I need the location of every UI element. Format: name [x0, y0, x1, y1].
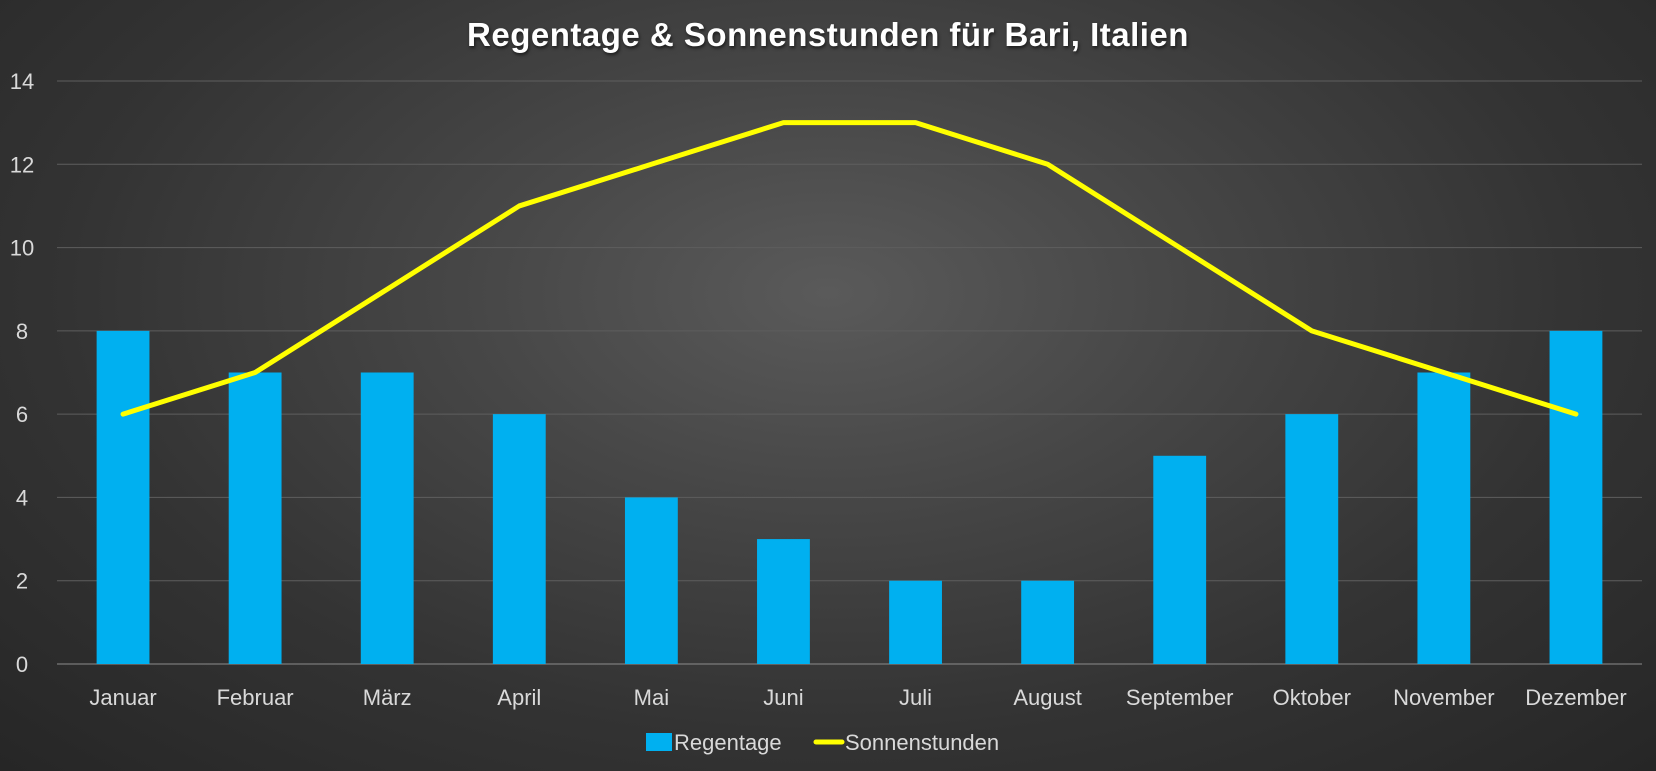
grid-lines: [57, 80, 1642, 665]
bar-regentage: [228, 372, 282, 664]
y-axis: 0 2 4 6 8 10 12 14: [10, 69, 34, 677]
bar-regentage: [757, 539, 810, 664]
bar-regentage: [360, 372, 414, 664]
y-tick-label: 8: [16, 319, 28, 344]
x-tick-label: Juni: [763, 685, 803, 710]
bar-regentage: [1549, 330, 1603, 664]
line-series: [120, 120, 1579, 417]
bar-regentage: [1285, 414, 1339, 664]
x-tick-label: August: [1013, 685, 1082, 710]
bar-regentage: [1153, 455, 1207, 664]
x-axis: Januar Februar März April Mai Juni Juli August S…: [89, 685, 1626, 710]
bar-regentage: [624, 497, 678, 664]
bar-regentage: [96, 330, 150, 664]
y-tick-label: 4: [16, 485, 28, 510]
x-tick-label: Januar: [89, 685, 156, 710]
y-tick-label: 12: [10, 152, 34, 177]
bar-regentage: [889, 580, 942, 664]
legend: Regentage Sonnenstunden: [646, 730, 999, 755]
line-sonnenstunden: [120, 120, 1579, 417]
y-tick-label: 6: [16, 402, 28, 427]
x-tick-label: Dezember: [1525, 685, 1626, 710]
x-tick-label: Juli: [899, 685, 932, 710]
bar-regentage: [1417, 372, 1471, 664]
y-tick-label: 0: [16, 652, 28, 677]
x-tick-label: April: [497, 685, 541, 710]
legend-label-regentage: Regentage: [674, 730, 782, 755]
x-tick-label: November: [1393, 685, 1494, 710]
x-tick-label: Oktober: [1273, 685, 1351, 710]
x-tick-label: Februar: [217, 685, 294, 710]
legend-swatch-regentage: [646, 733, 672, 751]
legend-label-sonnenstunden: Sonnenstunden: [845, 730, 999, 755]
y-tick-label: 14: [10, 69, 34, 94]
bar-regentage: [492, 414, 546, 664]
y-tick-label: 2: [16, 569, 28, 594]
bar-series: [96, 330, 1603, 664]
y-tick-label: 10: [10, 236, 34, 261]
chart-title: Regentage & Sonnenstunden für Bari, Ital…: [467, 16, 1189, 53]
bar-regentage: [1021, 580, 1075, 664]
x-tick-label: März: [363, 685, 412, 710]
x-tick-label: Mai: [634, 685, 669, 710]
x-tick-label: September: [1126, 685, 1234, 710]
